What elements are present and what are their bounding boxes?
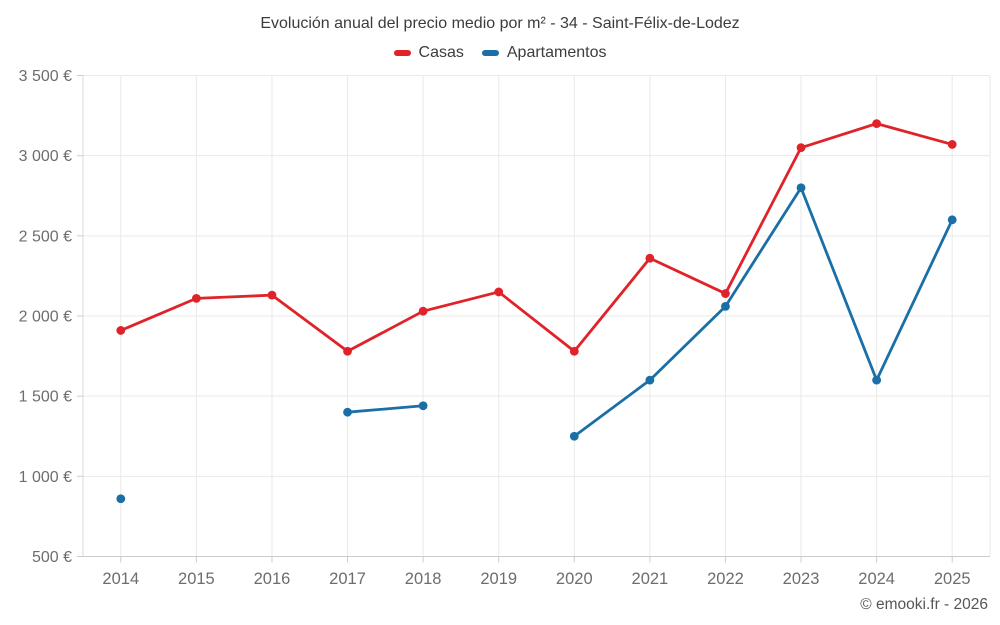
data-point-apartamentos-2014 (116, 494, 126, 504)
x-axis-label: 2014 (102, 570, 139, 588)
y-axis-label: 2 000 € (19, 309, 72, 326)
data-point-casas-2014 (116, 326, 126, 335)
data-point-apartamentos-2021 (645, 375, 655, 385)
x-axis-label: 2021 (632, 570, 669, 588)
y-axis-label: 2 500 € (19, 228, 72, 245)
x-axis-label: 2022 (707, 570, 744, 588)
y-axis-label: 1 000 € (19, 469, 72, 486)
x-axis-label: 2024 (858, 570, 895, 588)
x-axis-label: 2018 (405, 570, 442, 588)
data-point-apartamentos-2024 (872, 375, 882, 385)
data-point-casas-2025 (947, 140, 957, 149)
data-point-casas-2017 (343, 346, 352, 356)
legend-label: Casas (418, 44, 464, 61)
data-point-apartamentos-2017 (343, 407, 352, 417)
legend-item-casas[interactable]: Casas (393, 44, 464, 62)
x-axis-label: 2015 (178, 570, 215, 588)
legend-swatch-apartamentos (481, 50, 499, 56)
chart-title: Evolución anual del precio medio por m² … (260, 15, 740, 32)
chart-legend: Casas Apartamentos (0, 44, 1000, 62)
series-line-apartamentos (572, 186, 954, 438)
data-point-casas-2015 (191, 293, 201, 303)
x-axis-label: 2019 (480, 570, 517, 588)
data-point-apartamentos-2018 (418, 401, 428, 411)
data-point-casas-2024 (872, 119, 882, 128)
data-point-casas-2016 (267, 290, 277, 300)
x-axis-label: 2020 (556, 570, 593, 588)
y-axis-label: 3 000 € (19, 148, 72, 165)
data-point-casas-2020 (569, 346, 579, 356)
x-axis-label: 2025 (934, 570, 971, 588)
y-axis-label: 500 € (32, 549, 72, 566)
watermark-credit: © emooki.fr - 2026 (860, 596, 988, 613)
series-line-casas (119, 122, 954, 353)
data-point-apartamentos-2025 (947, 215, 957, 225)
x-axis-label: 2023 (783, 570, 820, 588)
data-point-apartamentos-2022 (721, 301, 730, 311)
data-point-apartamentos-2023 (796, 183, 806, 193)
data-point-casas-2023 (796, 143, 806, 153)
data-point-casas-2018 (418, 306, 428, 316)
y-axis-label: 1 500 € (19, 389, 72, 406)
data-point-apartamentos-2020 (569, 431, 579, 441)
data-point-casas-2021 (645, 253, 655, 263)
x-axis-label: 2016 (254, 570, 291, 588)
legend-item-apartamentos[interactable]: Apartamentos (481, 44, 607, 62)
x-axis-label: 2017 (329, 570, 366, 588)
data-point-casas-2022 (721, 289, 730, 298)
legend-label: Apartamentos (506, 44, 607, 61)
series-line-apartamentos (346, 404, 425, 414)
y-axis-label: 3 500 € (19, 68, 72, 85)
legend-swatch-casas (393, 50, 411, 56)
data-point-casas-2019 (494, 287, 504, 297)
